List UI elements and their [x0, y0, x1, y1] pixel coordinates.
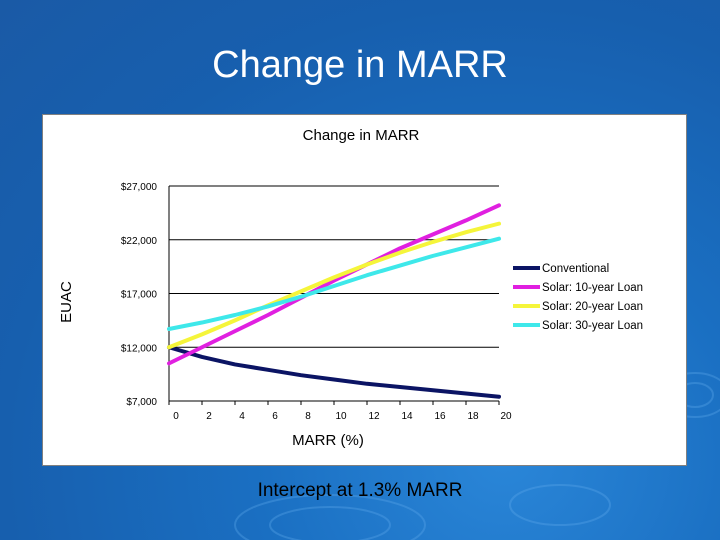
x-tick-label: 18 — [467, 411, 479, 422]
x-tick-label: 14 — [401, 411, 413, 422]
series-line-0 — [167, 345, 501, 399]
series-line-3 — [167, 236, 501, 331]
x-tick-label: 2 — [206, 411, 212, 422]
x-tick-label: 4 — [239, 411, 245, 422]
x-axis-label: MARR (%) — [292, 432, 364, 449]
legend-label: Solar: 10-year Loan — [542, 282, 643, 294]
y-tick-label: $12,000 — [121, 343, 158, 354]
caption: Intercept at 1.3% MARR — [257, 480, 463, 501]
y-tick-label: $27,000 — [121, 182, 158, 193]
x-tick-label: 16 — [434, 411, 446, 422]
y-tick-label: $22,000 — [121, 236, 158, 247]
line-chart: Change in MARR EUAC MARR (%) $7,000 $12,0… — [58, 127, 643, 449]
y-tick-label: $17,000 — [121, 290, 158, 301]
x-tick-label: 8 — [305, 411, 311, 422]
legend-label: Solar: 20-year Loan — [542, 301, 643, 313]
y-axis-label: EUAC — [58, 281, 75, 323]
x-tick-label: 12 — [368, 411, 380, 422]
series-line-1 — [167, 203, 501, 366]
chart-panel: Change in MARR EUAC MARR (%) $7,000 $12,0… — [42, 114, 687, 466]
slide-title: Change in MARR — [212, 44, 508, 86]
x-tick-label: 20 — [500, 411, 512, 422]
x-tick-label: 0 — [173, 411, 179, 422]
legend-label: Conventional — [542, 263, 609, 275]
series-line-2 — [167, 221, 501, 350]
x-tick-label: 6 — [272, 411, 278, 422]
legend-label: Solar: 30-year Loan — [542, 320, 643, 332]
y-tick-label: $7,000 — [126, 397, 157, 408]
chart-title: Change in MARR — [303, 127, 420, 144]
x-tick-label: 10 — [335, 411, 347, 422]
